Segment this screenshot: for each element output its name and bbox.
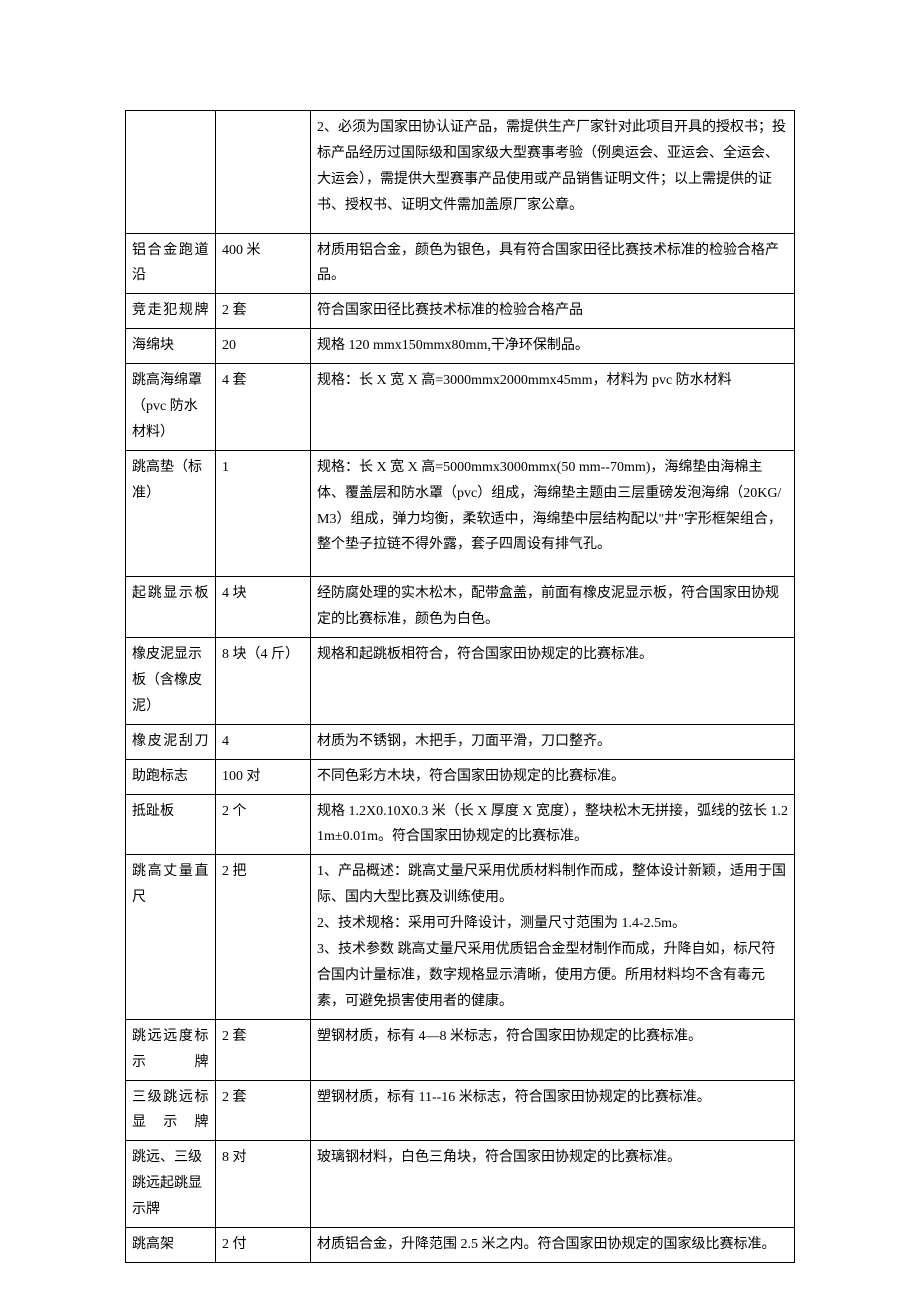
- cell-qty: [216, 111, 311, 234]
- cell-name: 海绵块: [126, 329, 216, 364]
- table-row: 铝合金跑道沿 400 米 材质用铝合金，颜色为银色，具有符合国家田径比赛技术标准…: [126, 233, 795, 294]
- spec-table: 2、必须为国家田协认证产品，需提供生产厂家针对此项目开具的授权书；投标产品经历过…: [125, 110, 795, 1263]
- table-row: 三级跳远标显示牌 2 套 塑钢材质，标有 11--16 米标志，符合国家田协规定…: [126, 1080, 795, 1141]
- cell-name: 助跑标志: [126, 759, 216, 794]
- cell-name: 橡皮泥显示板（含橡皮泥）: [126, 638, 216, 725]
- cell-qty: 20: [216, 329, 311, 364]
- cell-spec: 规格：长 X 宽 X 高=5000mmx3000mmx(50 mm--70mm)…: [311, 450, 795, 577]
- table-row: 起跳显示板 4 块 经防腐处理的实木松木，配带盒盖，前面有橡皮泥显示板，符合国家…: [126, 577, 795, 638]
- cell-spec: 塑钢材质，标有 4—8 米标志，符合国家田协规定的比赛标准。: [311, 1019, 795, 1080]
- cell-spec: 规格 1.2X0.10X0.3 米（长 X 厚度 X 宽度），整块松木无拼接，弧…: [311, 794, 795, 855]
- cell-qty: 2 付: [216, 1227, 311, 1262]
- cell-qty: 2 套: [216, 1019, 311, 1080]
- cell-name: 铝合金跑道沿: [126, 233, 216, 294]
- table-row: 海绵块 20 规格 120 mmx150mmx80mm,干净环保制品。: [126, 329, 795, 364]
- table-body: 2、必须为国家田协认证产品，需提供生产厂家针对此项目开具的授权书；投标产品经历过…: [126, 111, 795, 1263]
- table-row: 抵趾板 2 个 规格 1.2X0.10X0.3 米（长 X 厚度 X 宽度），整…: [126, 794, 795, 855]
- cell-name: 跳远远度标示牌: [126, 1019, 216, 1080]
- table-row: 跳高海绵罩（pvc 防水材料） 4 套 规格：长 X 宽 X 高=3000mmx…: [126, 364, 795, 451]
- cell-qty: 4 块: [216, 577, 311, 638]
- cell-spec: 塑钢材质，标有 11--16 米标志，符合国家田协规定的比赛标准。: [311, 1080, 795, 1141]
- cell-spec: 规格：长 X 宽 X 高=3000mmx2000mmx45mm，材料为 pvc …: [311, 364, 795, 451]
- cell-name: 跳高架: [126, 1227, 216, 1262]
- cell-qty: 2 把: [216, 855, 311, 1019]
- cell-spec: 经防腐处理的实木松木，配带盒盖，前面有橡皮泥显示板，符合国家田协规定的比赛标准，…: [311, 577, 795, 638]
- cell-qty: 4 套: [216, 364, 311, 451]
- cell-name: 橡皮泥刮刀: [126, 724, 216, 759]
- cell-spec: 2、必须为国家田协认证产品，需提供生产厂家针对此项目开具的授权书；投标产品经历过…: [311, 111, 795, 234]
- table-row: 橡皮泥显示板（含橡皮泥） 8 块（4 斤） 规格和起跳板相符合，符合国家田协规定…: [126, 638, 795, 725]
- cell-qty: 2 套: [216, 294, 311, 329]
- cell-qty: 2 套: [216, 1080, 311, 1141]
- cell-qty: 4: [216, 724, 311, 759]
- table-row: 跳远、三级跳远起跳显示牌 8 对 玻璃钢材料，白色三角块，符合国家田协规定的比赛…: [126, 1141, 795, 1228]
- table-row: 2、必须为国家田协认证产品，需提供生产厂家针对此项目开具的授权书；投标产品经历过…: [126, 111, 795, 234]
- cell-name: 跳高丈量直尺: [126, 855, 216, 1019]
- cell-name: 跳远、三级跳远起跳显示牌: [126, 1141, 216, 1228]
- cell-name: 抵趾板: [126, 794, 216, 855]
- cell-spec: 材质铝合金，升降范围 2.5 米之内。符合国家田协规定的国家级比赛标准。: [311, 1227, 795, 1262]
- table-row: 跳高丈量直尺 2 把 1、产品概述：跳高丈量尺采用优质材料制作而成，整体设计新颖…: [126, 855, 795, 1019]
- cell-spec: 玻璃钢材料，白色三角块，符合国家田协规定的比赛标准。: [311, 1141, 795, 1228]
- cell-name: 跳高垫（标准）: [126, 450, 216, 577]
- cell-spec: 规格和起跳板相符合，符合国家田协规定的比赛标准。: [311, 638, 795, 725]
- table-row: 跳高架 2 付 材质铝合金，升降范围 2.5 米之内。符合国家田协规定的国家级比…: [126, 1227, 795, 1262]
- cell-spec: 符合国家田径比赛技术标准的检验合格产品: [311, 294, 795, 329]
- cell-qty: 8 块（4 斤）: [216, 638, 311, 725]
- cell-qty: 1: [216, 450, 311, 577]
- cell-name: [126, 111, 216, 234]
- cell-name: 竞走犯规牌: [126, 294, 216, 329]
- table-row: 跳高垫（标准） 1 规格：长 X 宽 X 高=5000mmx3000mmx(50…: [126, 450, 795, 577]
- cell-qty: 2 个: [216, 794, 311, 855]
- cell-name: 跳高海绵罩（pvc 防水材料）: [126, 364, 216, 451]
- cell-name: 起跳显示板: [126, 577, 216, 638]
- cell-spec: 规格 120 mmx150mmx80mm,干净环保制品。: [311, 329, 795, 364]
- cell-spec: 1、产品概述：跳高丈量尺采用优质材料制作而成，整体设计新颖，适用于国际、国内大型…: [311, 855, 795, 1019]
- cell-qty: 8 对: [216, 1141, 311, 1228]
- table-row: 助跑标志 100 对 不同色彩方木块，符合国家田协规定的比赛标准。: [126, 759, 795, 794]
- cell-name: 三级跳远标显示牌: [126, 1080, 216, 1141]
- cell-spec: 材质用铝合金，颜色为银色，具有符合国家田径比赛技术标准的检验合格产品。: [311, 233, 795, 294]
- cell-spec: 材质为不锈钢，木把手，刀面平滑，刀口整齐。: [311, 724, 795, 759]
- cell-qty: 100 对: [216, 759, 311, 794]
- table-row: 橡皮泥刮刀 4 材质为不锈钢，木把手，刀面平滑，刀口整齐。: [126, 724, 795, 759]
- table-row: 跳远远度标示牌 2 套 塑钢材质，标有 4—8 米标志，符合国家田协规定的比赛标…: [126, 1019, 795, 1080]
- cell-spec: 不同色彩方木块，符合国家田协规定的比赛标准。: [311, 759, 795, 794]
- table-row: 竞走犯规牌 2 套 符合国家田径比赛技术标准的检验合格产品: [126, 294, 795, 329]
- cell-qty: 400 米: [216, 233, 311, 294]
